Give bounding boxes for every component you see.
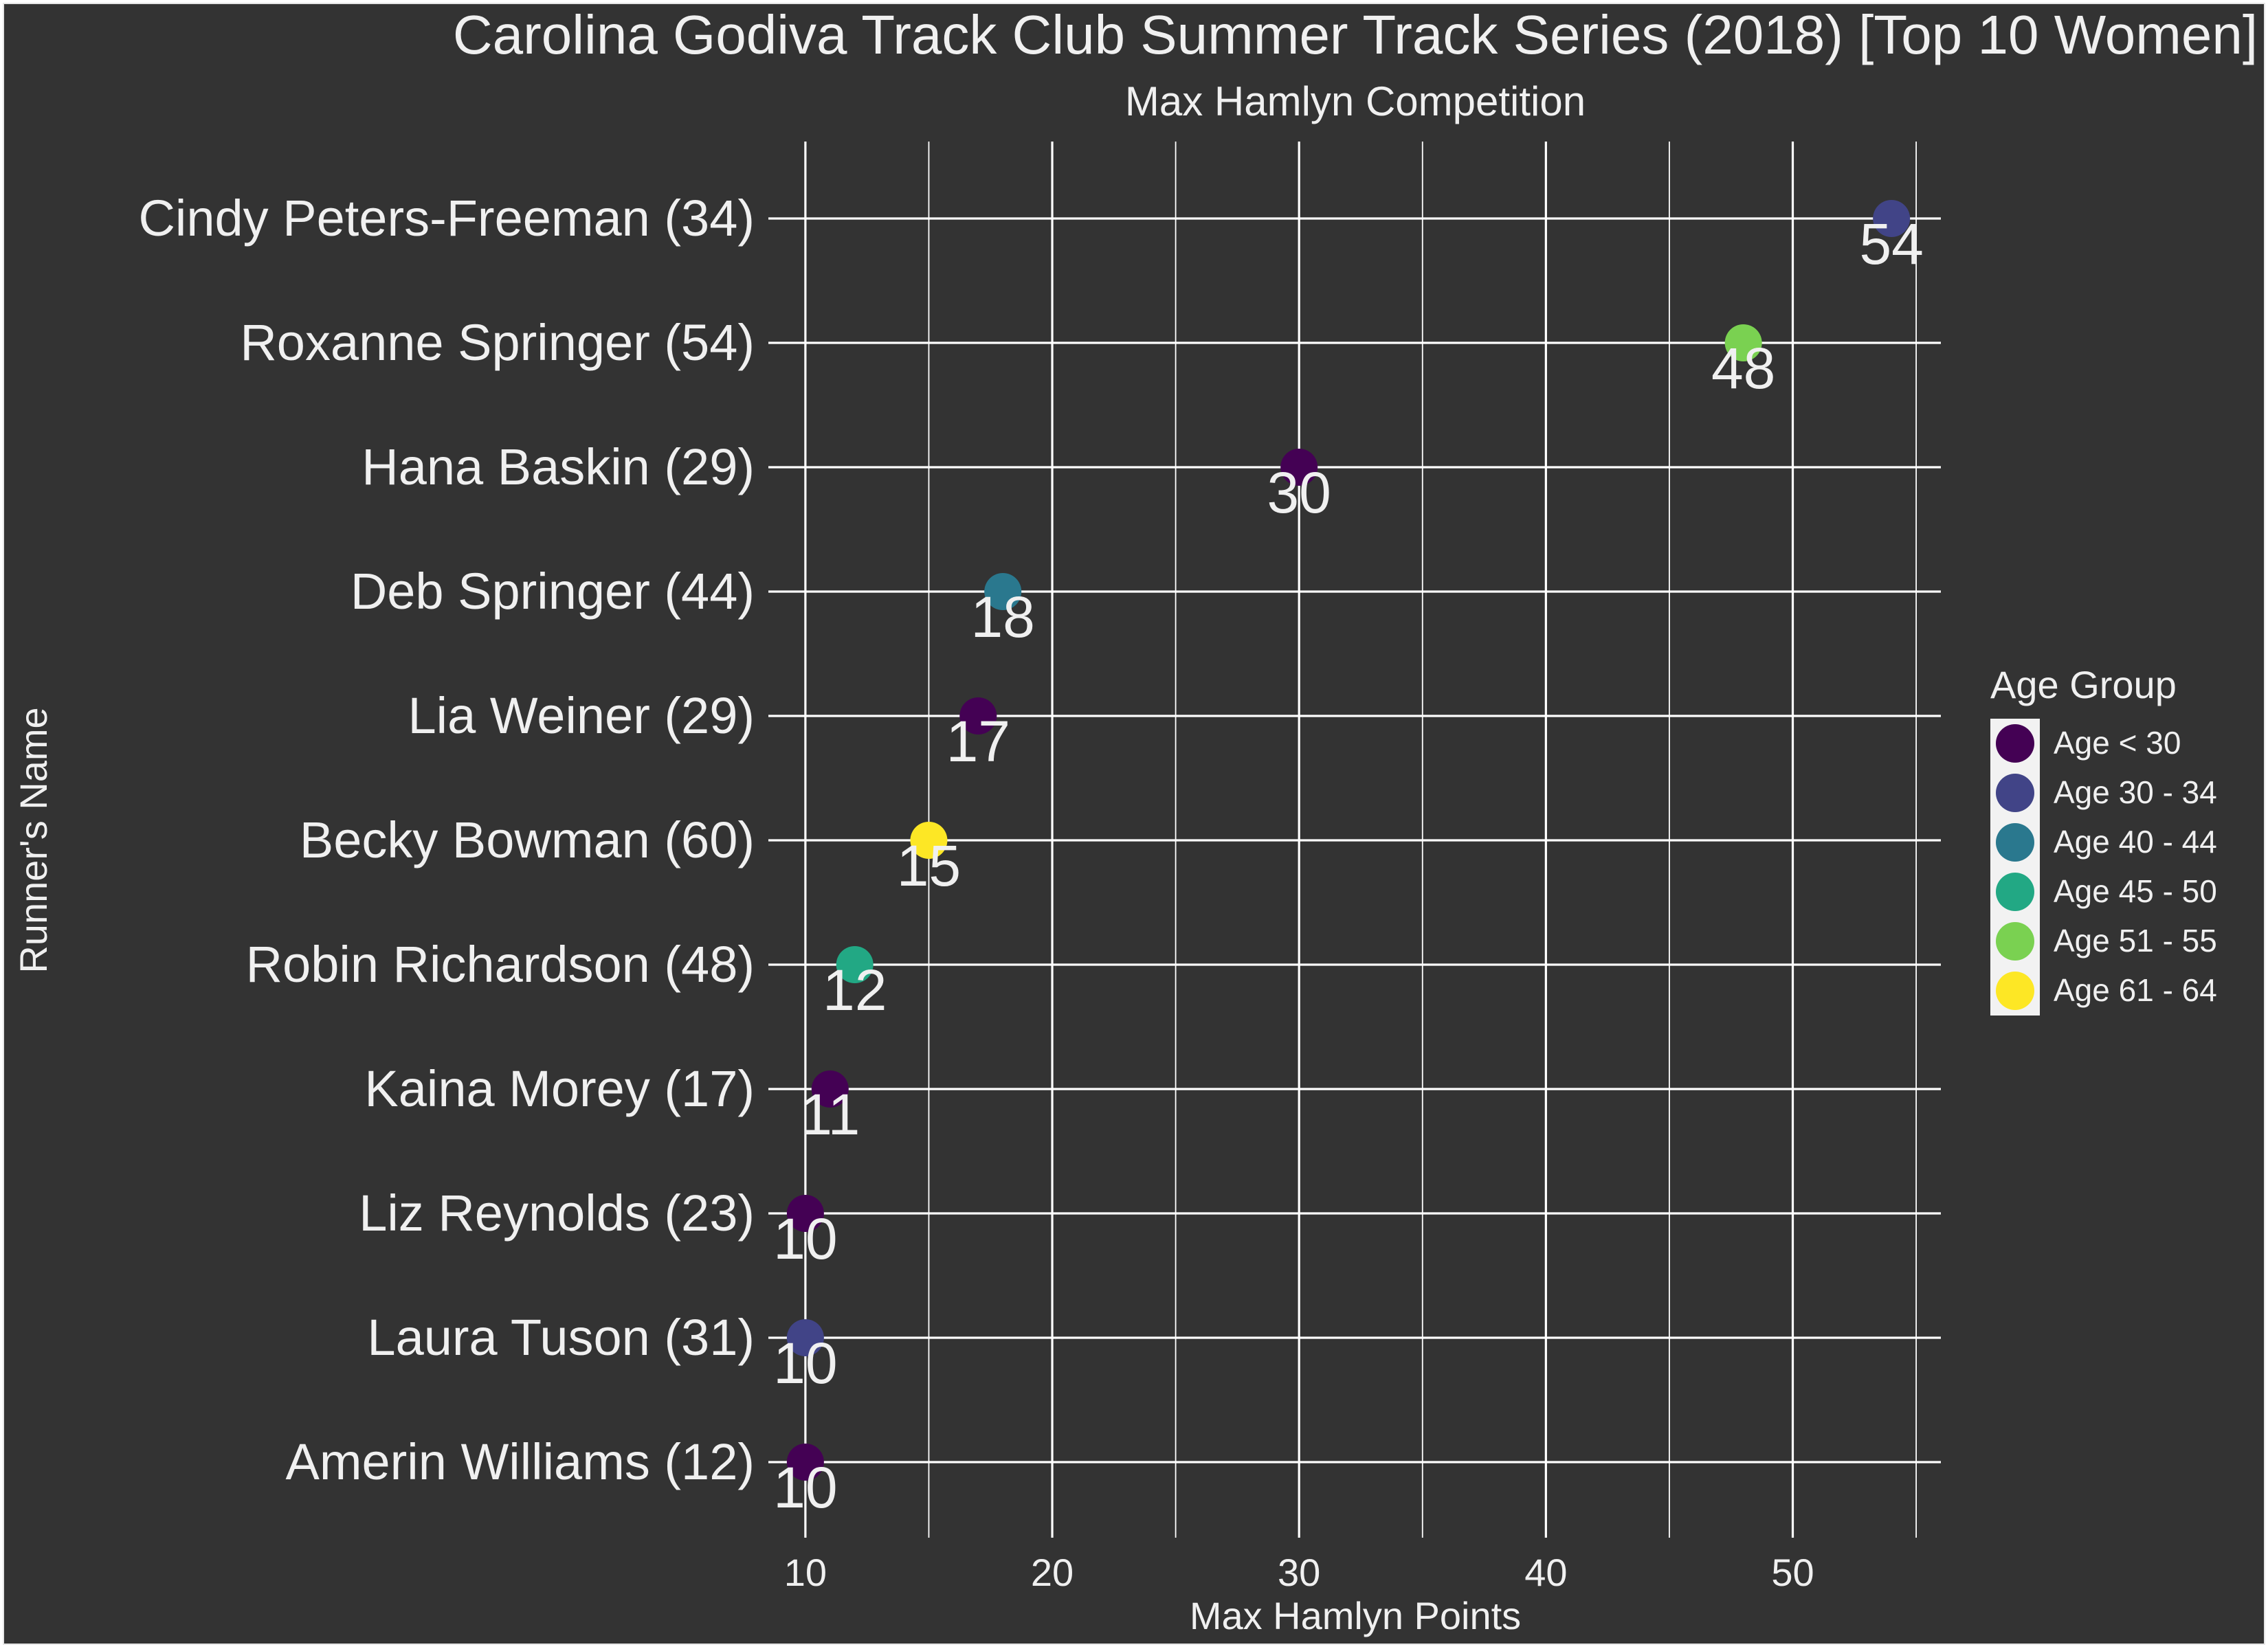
- legend-title: Age Group: [1990, 663, 2177, 706]
- data-label: 10: [773, 1455, 837, 1520]
- legend-swatch: [1996, 724, 2034, 763]
- data-point: [1724, 324, 1762, 361]
- data-point: [811, 1070, 849, 1108]
- data-point: [836, 946, 874, 983]
- legend-swatch: [1996, 873, 2034, 911]
- data-label: 48: [1711, 336, 1775, 401]
- data-point: [959, 697, 997, 734]
- data-point: [786, 1195, 824, 1232]
- data-label: 18: [970, 585, 1034, 649]
- y-tick-label: Becky Bowman (60): [300, 811, 755, 868]
- data-point: [786, 1319, 824, 1356]
- chart-title: Carolina Godiva Track Club Summer Track …: [453, 4, 2258, 65]
- y-tick-label: Lia Weiner (29): [408, 687, 755, 744]
- y-tick-label: Hana Baskin (29): [362, 438, 755, 495]
- data-point: [1280, 449, 1318, 486]
- y-tick-label: Deb Springer (44): [351, 563, 755, 620]
- legend-item-label: Age 61 - 64: [2054, 972, 2217, 1008]
- legend-swatch: [1996, 922, 2034, 961]
- data-label: 54: [1859, 212, 1923, 276]
- data-label: 11: [800, 1082, 860, 1147]
- y-tick-label: Roxanne Springer (54): [240, 314, 755, 371]
- legend-item-label: Age 51 - 55: [2054, 923, 2217, 958]
- x-tick-label: 20: [1031, 1551, 1074, 1594]
- chart-subtitle: Max Hamlyn Competition: [1125, 78, 1586, 124]
- x-tick-label: 30: [1278, 1551, 1320, 1594]
- grid: [768, 142, 1941, 1538]
- data-point: [1873, 200, 1911, 237]
- chart-frame: 54 48 30 18 17 15 12 11 10 10 10 Carolina Godiva T…: [3, 3, 2265, 1645]
- x-tick-label: 40: [1524, 1551, 1567, 1594]
- data-label: 17: [946, 709, 1010, 774]
- x-tick-label: 10: [784, 1551, 827, 1594]
- data-point: [984, 573, 1022, 610]
- y-tick-label: Amerin Williams (12): [285, 1433, 755, 1490]
- data-label: 12: [823, 958, 887, 1022]
- data-label: 30: [1267, 460, 1331, 525]
- legend-item-label: Age 45 - 50: [2054, 873, 2217, 909]
- y-tick-label: Laura Tuson (31): [367, 1309, 755, 1366]
- y-tick-label: Robin Richardson (48): [246, 936, 755, 993]
- y-tick-label: Kaina Morey (17): [364, 1060, 755, 1117]
- legend-swatch: [1996, 823, 2034, 862]
- axes: Carolina Godiva Track Club Summer Track …: [12, 4, 2258, 1637]
- data-point: [786, 1444, 824, 1481]
- legend-item-label: Age 30 - 34: [2054, 774, 2217, 810]
- x-tick-label: 50: [1771, 1551, 1814, 1594]
- x-axis-label: Max Hamlyn Points: [1190, 1594, 1521, 1637]
- y-axis-label: Runner's Name: [12, 707, 55, 973]
- legend-item-label: Age < 30: [2054, 725, 2181, 761]
- legend-swatch: [1996, 774, 2034, 812]
- data-point: [910, 822, 948, 859]
- data-label: 10: [773, 1207, 837, 1271]
- legend-swatch: [1996, 972, 2034, 1010]
- data-label: 15: [897, 833, 961, 898]
- legend-item-label: Age 40 - 44: [2054, 824, 2217, 860]
- legend: Age Group Age < 30 Age 30 - 34 Age 40 - 44…: [1990, 663, 2217, 1016]
- y-tick-label: Cindy Peters-Freeman (34): [138, 190, 755, 247]
- data-label: 10: [773, 1331, 837, 1395]
- y-tick-label: Liz Reynolds (23): [359, 1185, 755, 1242]
